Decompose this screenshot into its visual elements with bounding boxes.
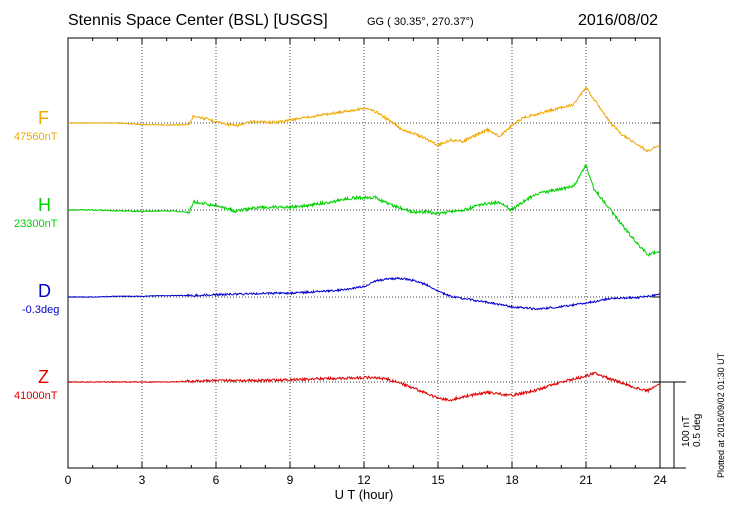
chart-title: Stennis Space Center (BSL) [USGS] [68, 12, 328, 29]
x-tick-label: 21 [579, 473, 593, 487]
baseline-label-f: 47560nT [14, 131, 58, 143]
x-tick-label: 0 [65, 473, 72, 487]
x-axis-label: U T (hour) [335, 487, 394, 502]
x-tick-label: 18 [505, 473, 519, 487]
series-label-z: Z [38, 367, 49, 387]
x-tick-label: 6 [213, 473, 220, 487]
x-tick-label: 24 [653, 473, 667, 487]
series-label-f: F [38, 108, 49, 128]
scale-bar-label-nt: 100 nT [681, 415, 692, 447]
station-coordinates: GG ( 30.35°, 270.37°) [367, 16, 474, 28]
baseline-label-h: 23300nT [14, 218, 58, 230]
x-tick-label: 9 [287, 473, 294, 487]
plot-frame [67, 37, 661, 469]
baseline-label-d: -0.3deg [22, 304, 60, 316]
series-line-f [67, 86, 661, 153]
x-tick-label: 12 [357, 473, 371, 487]
x-tick-label: 15 [431, 473, 445, 487]
scale-bar-label-deg: 0.5 deg [692, 413, 703, 447]
series-line-z [67, 371, 661, 402]
baseline-label-z: 41000nT [14, 390, 58, 402]
chart-date: 2016/08/02 [578, 12, 659, 29]
series-label-d: D [38, 281, 51, 301]
series-line-d [67, 276, 660, 311]
series-label-h: H [38, 195, 51, 215]
plotted-note: Plotted at 2016/09/02 01:30 UT [716, 352, 726, 478]
series-line-h [67, 163, 661, 257]
x-tick-label: 3 [139, 473, 146, 487]
